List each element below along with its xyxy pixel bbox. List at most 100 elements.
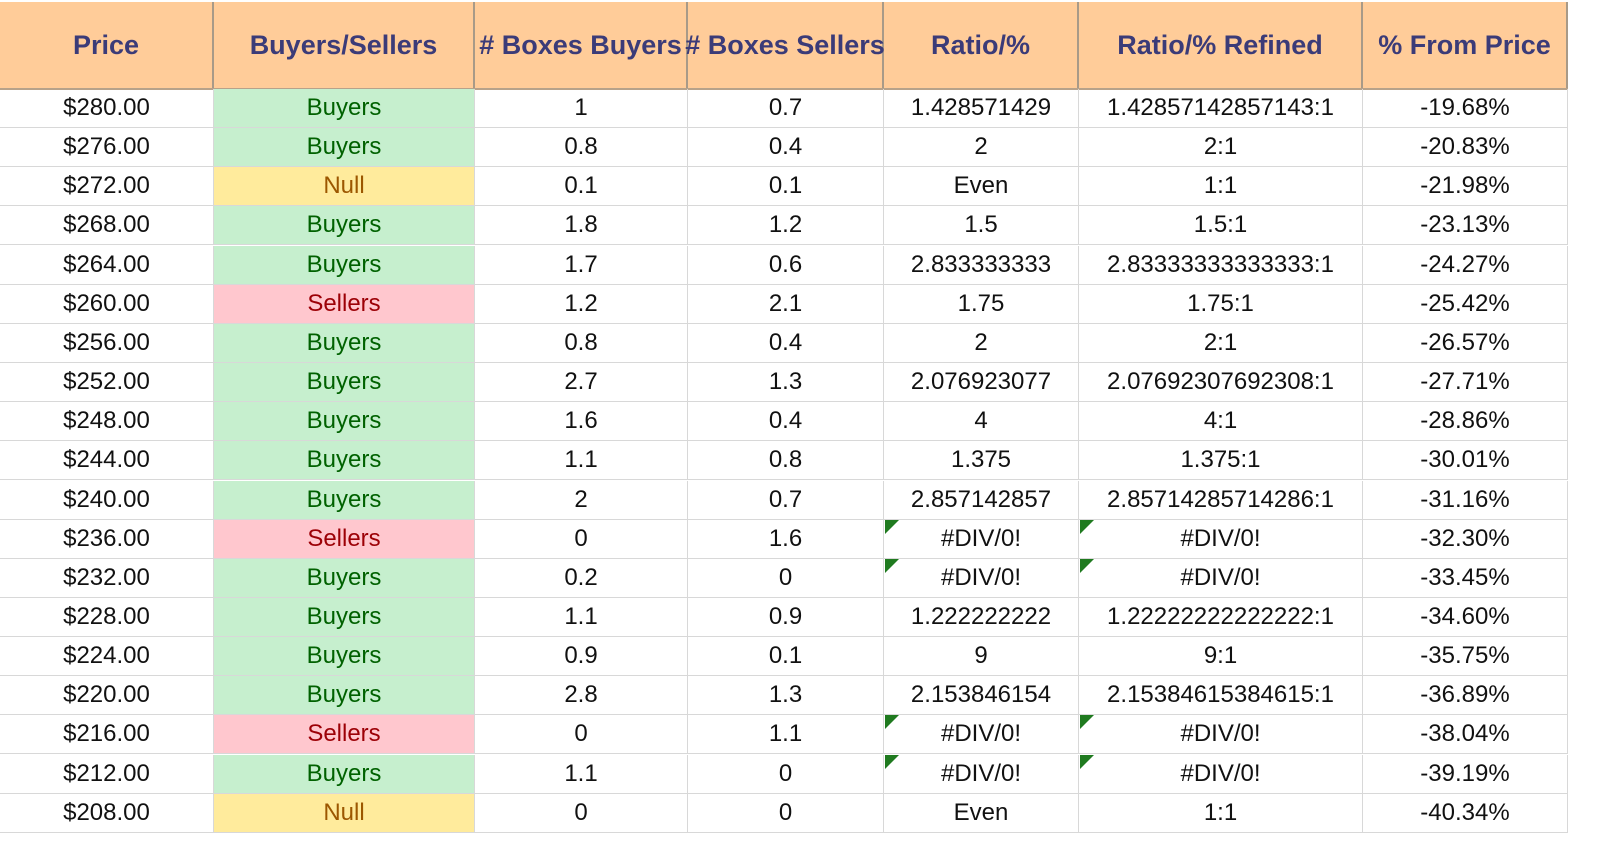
cell-price[interactable]: $272.00 <box>0 167 214 207</box>
cell-price[interactable]: $232.00 <box>0 558 214 598</box>
cell-buyers-sellers[interactable]: Sellers <box>214 519 475 559</box>
cell-price[interactable]: $256.00 <box>0 323 214 363</box>
cell-pct-from-price[interactable]: -34.60% <box>1363 597 1568 637</box>
cell-boxes-buyers[interactable]: 0.9 <box>475 637 688 677</box>
cell-boxes-sellers[interactable]: 0.1 <box>688 637 884 677</box>
cell-ratio[interactable]: Even <box>884 793 1079 833</box>
cell-boxes-sellers[interactable]: 0.1 <box>688 167 884 207</box>
cell-price[interactable]: $212.00 <box>0 754 214 794</box>
cell-buyers-sellers[interactable]: Buyers <box>214 206 475 246</box>
cell-boxes-sellers[interactable]: 0.7 <box>688 480 884 520</box>
cell-ratio-refined[interactable]: 2:1 <box>1079 128 1363 168</box>
cell-boxes-sellers[interactable]: 1.3 <box>688 363 884 403</box>
cell-buyers-sellers[interactable]: Buyers <box>214 323 475 363</box>
cell-price[interactable]: $280.00 <box>0 89 214 128</box>
cell-buyers-sellers[interactable]: Null <box>214 167 475 207</box>
cell-ratio[interactable]: 1.375 <box>884 441 1079 481</box>
cell-boxes-buyers[interactable]: 1 <box>475 89 688 128</box>
cell-ratio[interactable]: 1.75 <box>884 284 1079 324</box>
cell-buyers-sellers[interactable]: Buyers <box>214 676 475 716</box>
cell-pct-from-price[interactable]: -31.16% <box>1363 480 1568 520</box>
cell-boxes-sellers[interactable]: 1.2 <box>688 206 884 246</box>
cell-ratio[interactable]: 2 <box>884 323 1079 363</box>
cell-price[interactable]: $244.00 <box>0 441 214 481</box>
cell-boxes-sellers[interactable]: 1.1 <box>688 715 884 755</box>
cell-buyers-sellers[interactable]: Null <box>214 793 475 833</box>
cell-boxes-buyers[interactable]: 2.7 <box>475 363 688 403</box>
cell-ratio-refined[interactable]: 1.5:1 <box>1079 206 1363 246</box>
cell-boxes-buyers[interactable]: 1.1 <box>475 597 688 637</box>
cell-boxes-buyers[interactable]: 0 <box>475 519 688 559</box>
cell-ratio[interactable]: 9 <box>884 637 1079 677</box>
cell-price[interactable]: $276.00 <box>0 128 214 168</box>
cell-pct-from-price[interactable]: -19.68% <box>1363 89 1568 128</box>
cell-ratio-refined[interactable]: 9:1 <box>1079 637 1363 677</box>
cell-buyers-sellers[interactable]: Buyers <box>214 363 475 403</box>
cell-price[interactable]: $264.00 <box>0 245 214 285</box>
cell-buyers-sellers[interactable]: Buyers <box>214 597 475 637</box>
cell-buyers-sellers[interactable]: Buyers <box>214 441 475 481</box>
cell-ratio-refined[interactable]: 1.22222222222222:1 <box>1079 597 1363 637</box>
cell-ratio[interactable]: #DIV/0! <box>884 754 1079 794</box>
cell-boxes-buyers[interactable]: 1.1 <box>475 754 688 794</box>
cell-ratio[interactable]: 4 <box>884 402 1079 442</box>
cell-boxes-buyers[interactable]: 1.8 <box>475 206 688 246</box>
cell-boxes-buyers[interactable]: 1.6 <box>475 402 688 442</box>
cell-ratio-refined[interactable]: 4:1 <box>1079 402 1363 442</box>
cell-boxes-sellers[interactable]: 0 <box>688 793 884 833</box>
cell-ratio-refined[interactable]: 2.15384615384615:1 <box>1079 676 1363 716</box>
cell-boxes-buyers[interactable]: 0.8 <box>475 128 688 168</box>
cell-ratio-refined[interactable]: #DIV/0! <box>1079 558 1363 598</box>
cell-buyers-sellers[interactable]: Buyers <box>214 128 475 168</box>
cell-pct-from-price[interactable]: -35.75% <box>1363 637 1568 677</box>
cell-boxes-buyers[interactable]: 1.2 <box>475 284 688 324</box>
cell-price[interactable]: $248.00 <box>0 402 214 442</box>
cell-boxes-sellers[interactable]: 1.3 <box>688 676 884 716</box>
cell-ratio[interactable]: #DIV/0! <box>884 558 1079 598</box>
cell-boxes-sellers[interactable]: 0.4 <box>688 402 884 442</box>
cell-ratio[interactable]: 2.857142857 <box>884 480 1079 520</box>
cell-ratio-refined[interactable]: #DIV/0! <box>1079 519 1363 559</box>
cell-boxes-sellers[interactable]: 0.8 <box>688 441 884 481</box>
cell-ratio-refined[interactable]: #DIV/0! <box>1079 754 1363 794</box>
column-header-pct-from-price[interactable]: % From Price <box>1363 2 1568 88</box>
cell-pct-from-price[interactable]: -27.71% <box>1363 363 1568 403</box>
cell-buyers-sellers[interactable]: Sellers <box>214 284 475 324</box>
cell-buyers-sellers[interactable]: Buyers <box>214 245 475 285</box>
cell-boxes-buyers[interactable]: 0.2 <box>475 558 688 598</box>
cell-boxes-sellers[interactable]: 0.4 <box>688 323 884 363</box>
cell-buyers-sellers[interactable]: Buyers <box>214 558 475 598</box>
cell-ratio[interactable]: 1.222222222 <box>884 597 1079 637</box>
cell-buyers-sellers[interactable]: Buyers <box>214 637 475 677</box>
cell-ratio-refined[interactable]: 1.42857142857143:1 <box>1079 89 1363 128</box>
cell-ratio-refined[interactable]: 2.83333333333333:1 <box>1079 245 1363 285</box>
cell-boxes-sellers[interactable]: 0.6 <box>688 245 884 285</box>
cell-pct-from-price[interactable]: -40.34% <box>1363 793 1568 833</box>
column-header-ratio-refined[interactable]: Ratio/% Refined <box>1079 2 1363 88</box>
cell-boxes-buyers[interactable]: 1.7 <box>475 245 688 285</box>
cell-ratio[interactable]: Even <box>884 167 1079 207</box>
column-header-ratio[interactable]: Ratio/% <box>884 2 1079 88</box>
cell-ratio-refined[interactable]: #DIV/0! <box>1079 715 1363 755</box>
cell-pct-from-price[interactable]: -28.86% <box>1363 402 1568 442</box>
cell-boxes-buyers[interactable]: 2 <box>475 480 688 520</box>
cell-pct-from-price[interactable]: -33.45% <box>1363 558 1568 598</box>
column-header-boxes-buyers[interactable]: # Boxes Buyers <box>475 2 688 88</box>
cell-price[interactable]: $268.00 <box>0 206 214 246</box>
cell-price[interactable]: $208.00 <box>0 793 214 833</box>
cell-boxes-sellers[interactable]: 0 <box>688 558 884 598</box>
cell-buyers-sellers[interactable]: Buyers <box>214 480 475 520</box>
cell-buyers-sellers[interactable]: Buyers <box>214 402 475 442</box>
cell-pct-from-price[interactable]: -32.30% <box>1363 519 1568 559</box>
cell-pct-from-price[interactable]: -21.98% <box>1363 167 1568 207</box>
cell-boxes-buyers[interactable]: 0 <box>475 715 688 755</box>
cell-pct-from-price[interactable]: -38.04% <box>1363 715 1568 755</box>
cell-ratio[interactable]: #DIV/0! <box>884 715 1079 755</box>
cell-ratio[interactable]: 2.153846154 <box>884 676 1079 716</box>
cell-pct-from-price[interactable]: -24.27% <box>1363 245 1568 285</box>
cell-ratio-refined[interactable]: 1.375:1 <box>1079 441 1363 481</box>
cell-ratio[interactable]: 2.833333333 <box>884 245 1079 285</box>
cell-price[interactable]: $236.00 <box>0 519 214 559</box>
cell-boxes-sellers[interactable]: 0.7 <box>688 89 884 128</box>
cell-price[interactable]: $216.00 <box>0 715 214 755</box>
